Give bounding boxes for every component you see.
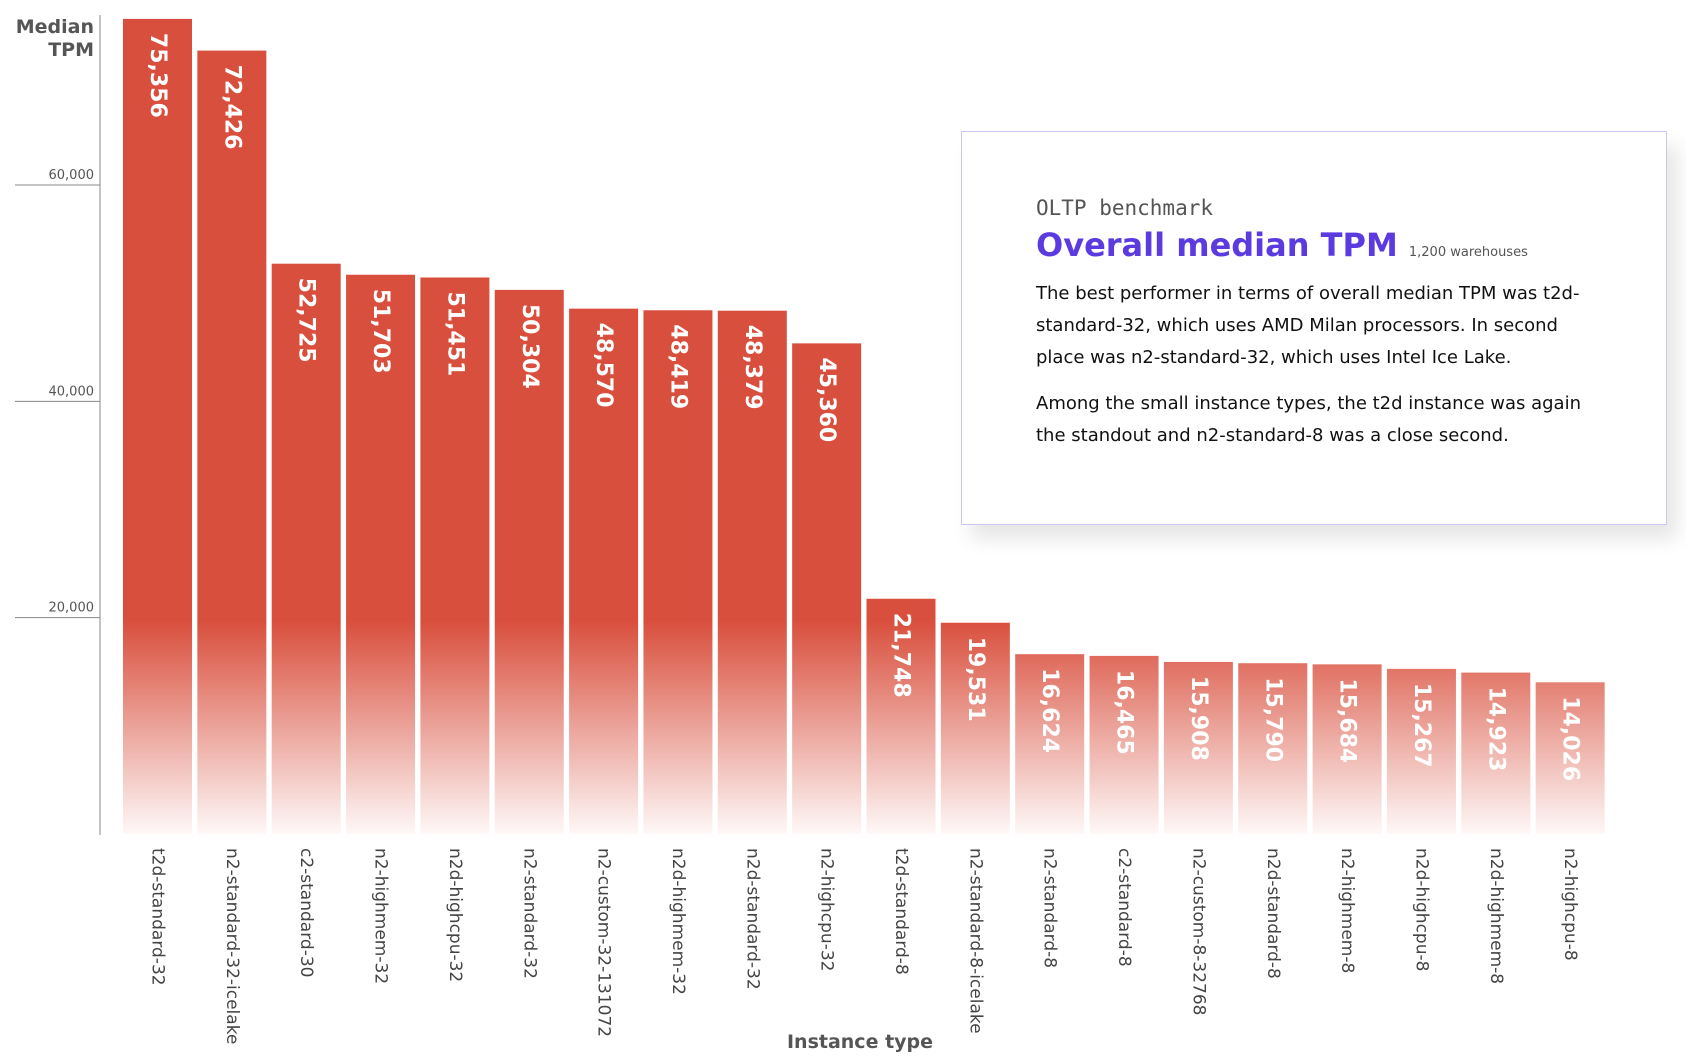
y-tick-label: 60,000 [49, 168, 95, 183]
bar [866, 598, 936, 834]
bar [1015, 654, 1085, 834]
x-tick-label: n2d-standard-8 [1263, 848, 1283, 979]
category-labels: t2d-standard-32 n2-standard-32-icelake c2-… [148, 848, 1581, 1044]
x-tick-label: n2-standard-8-icelake [965, 848, 985, 1034]
x-tick-label: c2-standard-30 [296, 848, 316, 977]
bar [1238, 663, 1308, 834]
bar [940, 622, 1010, 834]
bar-value-label: 51,703 [368, 289, 393, 374]
x-tick-label: n2-highcpu-8 [1560, 848, 1580, 961]
x-tick-label: n2d-highcpu-32 [445, 848, 465, 982]
y-axis-title-line1: Median [15, 16, 94, 38]
bar-value-label: 51,451 [442, 291, 467, 376]
bar [1535, 682, 1605, 834]
bar [1312, 664, 1382, 834]
bar-value-label: 72,426 [219, 65, 244, 150]
card-heading: Overall median TPM 1,200 warehouses [1036, 226, 1596, 264]
x-tick-label: n2-highcpu-32 [817, 848, 837, 971]
bar-value-label: 48,419 [665, 324, 690, 409]
bar-value-label: 48,570 [591, 323, 616, 408]
bar [717, 310, 787, 835]
bar-value-label: 14,923 [1483, 687, 1508, 772]
bar-value-label: 75,356 [145, 33, 170, 118]
bar [1089, 655, 1159, 834]
info-card: OLTP benchmark Overall median TPM 1,200 … [961, 131, 1667, 525]
x-axis-title: Instance type [786, 1031, 934, 1053]
x-tick-label: n2d-highmem-8 [1486, 848, 1506, 984]
bar-value-label: 15,684 [1335, 678, 1360, 763]
bar-value-label: 15,790 [1260, 677, 1285, 762]
bar [643, 310, 713, 834]
y-axis-ticks: 20,000 40,000 60,000 [15, 168, 100, 619]
bar-value-label: 52,725 [294, 278, 319, 363]
card-kicker: OLTP benchmark [1036, 196, 1214, 220]
bar [1386, 668, 1456, 834]
bar-value-label: 16,624 [1037, 668, 1062, 753]
x-tick-label: n2d-standard-32 [742, 848, 762, 990]
x-tick-label: c2-standard-8 [1114, 848, 1134, 967]
x-tick-label: n2-custom-8-32768 [1188, 848, 1208, 1016]
bar [494, 289, 564, 834]
bar [792, 343, 862, 834]
x-tick-label: n2d-highcpu-8 [1411, 848, 1431, 971]
x-tick-label: n2d-highmem-32 [668, 848, 688, 995]
y-tick-label: 40,000 [49, 384, 95, 399]
bars [123, 18, 1605, 835]
bar [346, 274, 416, 835]
bar-value-label: 15,908 [1186, 676, 1211, 761]
x-tick-label: t2d-standard-32 [148, 848, 168, 986]
x-tick-label: n2-standard-32 [519, 848, 539, 979]
bar-value-label: 50,304 [517, 304, 542, 389]
bar-value-label: 48,379 [740, 325, 765, 410]
x-tick-label: n2-standard-8 [1040, 848, 1060, 968]
bar [1461, 672, 1531, 834]
x-tick-label: n2-custom-32-131072 [594, 848, 614, 1037]
x-tick-label: n2-standard-32-icelake [222, 848, 242, 1044]
bar [569, 308, 639, 834]
card-paragraph-2: Among the small instance types, the t2d … [1036, 393, 1581, 446]
card-title: Overall median TPM [1036, 226, 1398, 264]
x-tick-label: n2-highmem-32 [371, 848, 391, 984]
y-axis-title: Median TPM [0, 16, 94, 62]
bar-value-label: 15,267 [1409, 683, 1434, 768]
bar [271, 263, 341, 834]
bar [197, 50, 267, 834]
card-paragraph-1: The best performer in terms of overall m… [1036, 283, 1580, 368]
bar-value-label: 14,026 [1558, 696, 1583, 781]
bar-value-label: 45,360 [814, 357, 839, 442]
x-tick-label: t2d-standard-8 [891, 848, 911, 975]
bar [123, 18, 192, 834]
bar [1163, 661, 1233, 834]
y-axis-title-line2: TPM [48, 39, 94, 61]
card-note: 1,200 warehouses [1408, 245, 1528, 260]
bar-value-label: 19,531 [963, 637, 988, 722]
y-tick-label: 20,000 [49, 601, 95, 616]
x-tick-label: n2-highmem-8 [1337, 848, 1357, 973]
bar-value-label: 21,748 [889, 613, 914, 698]
value-labels: 75,356 72,426 52,725 51,703 51,451 50,304 48,5… [145, 33, 1583, 781]
bar-value-label: 16,465 [1112, 670, 1137, 755]
bar [420, 277, 490, 834]
